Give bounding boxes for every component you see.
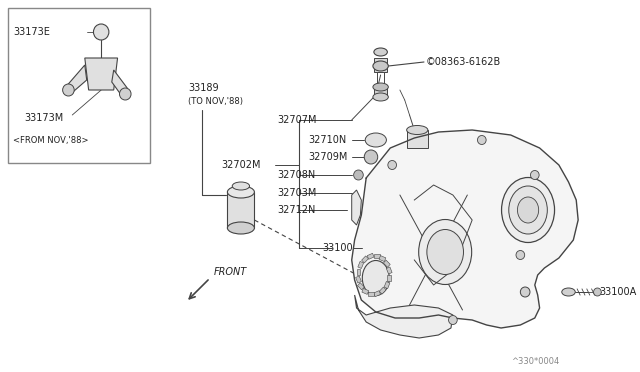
Circle shape <box>593 288 602 296</box>
Ellipse shape <box>562 288 575 296</box>
Bar <box>383 260 390 267</box>
Bar <box>358 262 364 269</box>
Polygon shape <box>352 130 578 328</box>
Bar <box>8 8 150 163</box>
Bar <box>368 292 374 296</box>
Circle shape <box>388 160 397 170</box>
Circle shape <box>520 287 530 297</box>
Bar <box>387 267 392 274</box>
Ellipse shape <box>406 125 428 135</box>
Circle shape <box>516 250 525 260</box>
Circle shape <box>120 88 131 100</box>
Text: 33100A: 33100A <box>599 287 637 297</box>
Bar <box>374 291 381 297</box>
Circle shape <box>93 24 109 40</box>
Ellipse shape <box>373 93 388 101</box>
Bar <box>367 253 374 259</box>
Bar <box>380 287 386 294</box>
Polygon shape <box>112 70 127 98</box>
Bar <box>374 254 380 258</box>
Text: ©08363-6162B: ©08363-6162B <box>426 57 501 67</box>
Text: FRONT: FRONT <box>214 267 247 277</box>
Bar <box>384 282 390 289</box>
Text: 33173E: 33173E <box>13 27 51 37</box>
Text: 32702M: 32702M <box>221 160 261 170</box>
Bar <box>356 269 360 275</box>
Bar <box>374 87 387 97</box>
Ellipse shape <box>518 197 539 223</box>
Bar <box>227 192 254 228</box>
Text: <FROM NOV,'88>: <FROM NOV,'88> <box>13 135 89 144</box>
Bar <box>358 283 364 290</box>
Circle shape <box>531 170 539 180</box>
Ellipse shape <box>373 61 388 71</box>
Ellipse shape <box>362 260 389 295</box>
Bar <box>379 256 386 262</box>
Bar <box>362 288 369 294</box>
Circle shape <box>477 135 486 144</box>
Circle shape <box>354 170 364 180</box>
Polygon shape <box>67 65 87 95</box>
Bar <box>374 58 387 72</box>
Text: 32708N: 32708N <box>278 170 316 180</box>
Circle shape <box>63 84 74 96</box>
Polygon shape <box>84 58 118 90</box>
Bar <box>406 130 428 148</box>
Text: 32707M: 32707M <box>278 115 317 125</box>
Polygon shape <box>352 190 362 225</box>
Text: 33173M: 33173M <box>24 113 63 123</box>
Ellipse shape <box>365 133 387 147</box>
Circle shape <box>364 150 378 164</box>
Ellipse shape <box>373 83 388 91</box>
Text: 32709M: 32709M <box>308 152 348 162</box>
Text: 32710N: 32710N <box>308 135 347 145</box>
Circle shape <box>449 315 457 324</box>
Bar <box>362 256 369 263</box>
Ellipse shape <box>502 177 554 243</box>
Polygon shape <box>355 295 453 338</box>
Ellipse shape <box>509 186 547 234</box>
Bar <box>387 275 391 281</box>
Ellipse shape <box>232 182 250 190</box>
Ellipse shape <box>419 219 472 285</box>
Ellipse shape <box>427 230 463 275</box>
Ellipse shape <box>227 186 254 198</box>
Text: 32703M: 32703M <box>278 188 317 198</box>
Text: 33189: 33189 <box>188 83 218 93</box>
Text: 32712N: 32712N <box>278 205 316 215</box>
Text: ^330*0004: ^330*0004 <box>511 357 559 366</box>
Text: 33100: 33100 <box>322 243 353 253</box>
Ellipse shape <box>374 48 387 56</box>
Text: (TO NOV,'88): (TO NOV,'88) <box>188 96 243 106</box>
Bar <box>356 276 362 283</box>
Ellipse shape <box>227 222 254 234</box>
